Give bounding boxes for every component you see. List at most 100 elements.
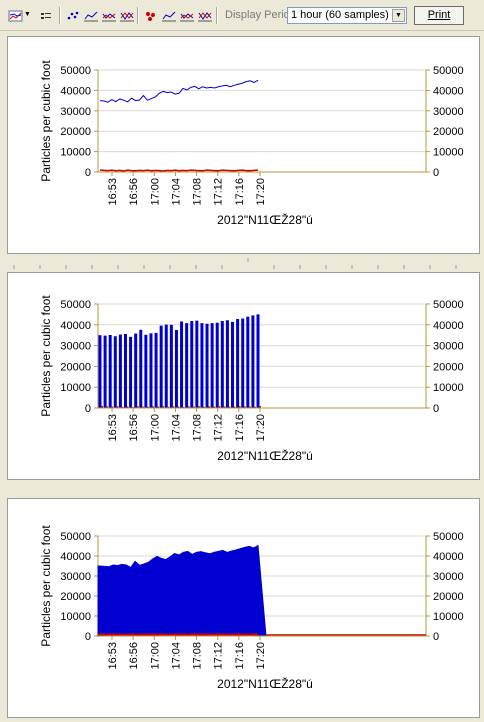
- bar-high: [123, 333, 127, 408]
- bar-low: [162, 406, 165, 408]
- x-tick-label: 16:56: [128, 414, 140, 442]
- y-tick-label-right: 50000: [433, 299, 464, 311]
- x-tick-label: 17:12: [213, 414, 225, 442]
- bar-high: [149, 333, 153, 408]
- bar-high: [113, 336, 117, 408]
- x-tick-label: 17:08: [192, 414, 204, 442]
- bar-low: [172, 406, 175, 408]
- chevron-down-icon[interactable]: ▼: [392, 9, 405, 22]
- y-tick-label-left: 20000: [60, 591, 91, 603]
- bar-high: [159, 325, 163, 408]
- x-tick-label: 17:04: [170, 414, 182, 442]
- y-axis-label: Particles per cubic foot: [39, 60, 53, 182]
- area-low: [97, 632, 259, 637]
- y-tick-label-left: 40000: [60, 320, 91, 332]
- bar-low: [228, 406, 231, 408]
- display-period-select[interactable]: 1 hour (60 samples) ▼: [287, 7, 407, 24]
- x-tick-label: 17:20: [255, 414, 267, 442]
- x-tick-label: 17:20: [255, 642, 267, 670]
- bar-high: [180, 321, 184, 408]
- bar-low: [193, 406, 195, 408]
- bar-chart: 0 0 10000 10000 20000 20000 30000 30000 40000 400…: [39, 295, 464, 463]
- toolbar-separator: [137, 7, 139, 24]
- bar-low: [111, 406, 114, 408]
- bar-high: [190, 321, 194, 408]
- x-axis-label: 2012"N11ŒŽ28"ú: [217, 448, 313, 463]
- bar-high: [169, 324, 173, 408]
- bar-low: [157, 406, 160, 408]
- chevron-down-icon[interactable]: ▼: [24, 11, 31, 18]
- y-tick-label-right: 20000: [433, 126, 464, 138]
- bar-low: [116, 406, 119, 408]
- y-tick-label-left: 20000: [60, 361, 91, 373]
- x-tick-label: 17:04: [170, 178, 182, 206]
- y-tick-label-right: 10000: [433, 147, 464, 159]
- legend-icon[interactable]: [38, 8, 56, 24]
- chart-panel-line: 0 0 10000 10000 20000 20000 30000 30000 40000 400…: [7, 36, 480, 254]
- bar-low: [213, 406, 216, 408]
- y-tick-label-left: 0: [85, 167, 91, 179]
- y-tick-label-left: 50000: [60, 299, 91, 311]
- scatter-markers-icon[interactable]: [142, 8, 160, 24]
- bar-low: [132, 406, 134, 408]
- toolbar-separator: [216, 7, 218, 24]
- x-tick-label: 16:56: [128, 642, 140, 670]
- y-tick-label-left: 10000: [60, 382, 91, 394]
- y-tick-label-right: 30000: [433, 341, 464, 353]
- y-tick-label-left: 40000: [60, 551, 91, 563]
- bar-high: [164, 324, 168, 408]
- bar-high: [98, 335, 102, 408]
- scatter-icon[interactable]: [64, 8, 82, 24]
- display-period-label: Display Period:: [225, 9, 299, 21]
- print-button[interactable]: Print: [414, 6, 464, 25]
- y-tick-label-left: 50000: [60, 531, 91, 543]
- area-chart-icon[interactable]: [100, 8, 118, 24]
- bar-low: [152, 406, 154, 408]
- y-tick-label-left: 30000: [60, 106, 91, 118]
- bar-low: [254, 406, 256, 408]
- y-tick-label-left: 0: [85, 631, 91, 643]
- bar-high: [174, 330, 178, 408]
- splitter[interactable]: [0, 256, 484, 270]
- x-axis-label: 2012"N11ŒŽ28"ú: [217, 212, 313, 227]
- y-tick-label-right: 10000: [433, 382, 464, 394]
- x-tick-label: 17:16: [234, 414, 246, 442]
- y-tick-label-left: 10000: [60, 611, 91, 623]
- y-tick-label-left: 40000: [60, 85, 91, 97]
- bar-high: [236, 318, 240, 408]
- bar-high: [134, 333, 138, 408]
- y-tick-label-right: 40000: [433, 320, 464, 332]
- line-markers-icon[interactable]: [160, 8, 178, 24]
- bar-high: [205, 323, 209, 408]
- y-tick-label-right: 20000: [433, 591, 464, 603]
- chart-panel-bar: 0 0 10000 10000 20000 20000 30000 30000 40000 400…: [7, 272, 480, 480]
- x-tick-label: 17:00: [149, 178, 161, 206]
- y-tick-label-right: 50000: [433, 531, 464, 543]
- bar-markers-icon[interactable]: [196, 8, 214, 24]
- bar-high: [103, 335, 107, 408]
- bar-high: [139, 329, 143, 408]
- bar-low: [183, 406, 185, 408]
- y-tick-label-left: 30000: [60, 341, 91, 353]
- bar-high: [215, 322, 219, 408]
- y-axis-label: Particles per cubic foot: [39, 525, 53, 647]
- bar-chart-icon[interactable]: [118, 8, 136, 24]
- bar-low: [167, 406, 170, 408]
- bar-low: [188, 406, 190, 408]
- y-tick-label-left: 0: [85, 403, 91, 415]
- x-tick-label: 16:53: [107, 414, 119, 442]
- y-tick-label-left: 50000: [60, 65, 91, 77]
- y-tick-label-right: 0: [433, 631, 439, 643]
- area-markers-icon[interactable]: [178, 8, 196, 24]
- bar-high: [241, 318, 245, 408]
- bar-low: [121, 406, 124, 408]
- line-chart-icon[interactable]: [82, 8, 100, 24]
- bar-high: [144, 334, 148, 408]
- bar-low: [137, 406, 139, 408]
- line-chart: 0 0 10000 10000 20000 20000 30000 30000 40000 400…: [39, 60, 464, 227]
- line-chart-menu-icon[interactable]: [7, 8, 25, 24]
- x-tick-label: 16:53: [107, 642, 119, 670]
- y-tick-label-right: 0: [433, 167, 439, 179]
- bar-low: [259, 406, 261, 408]
- series-line-high: [99, 79, 259, 103]
